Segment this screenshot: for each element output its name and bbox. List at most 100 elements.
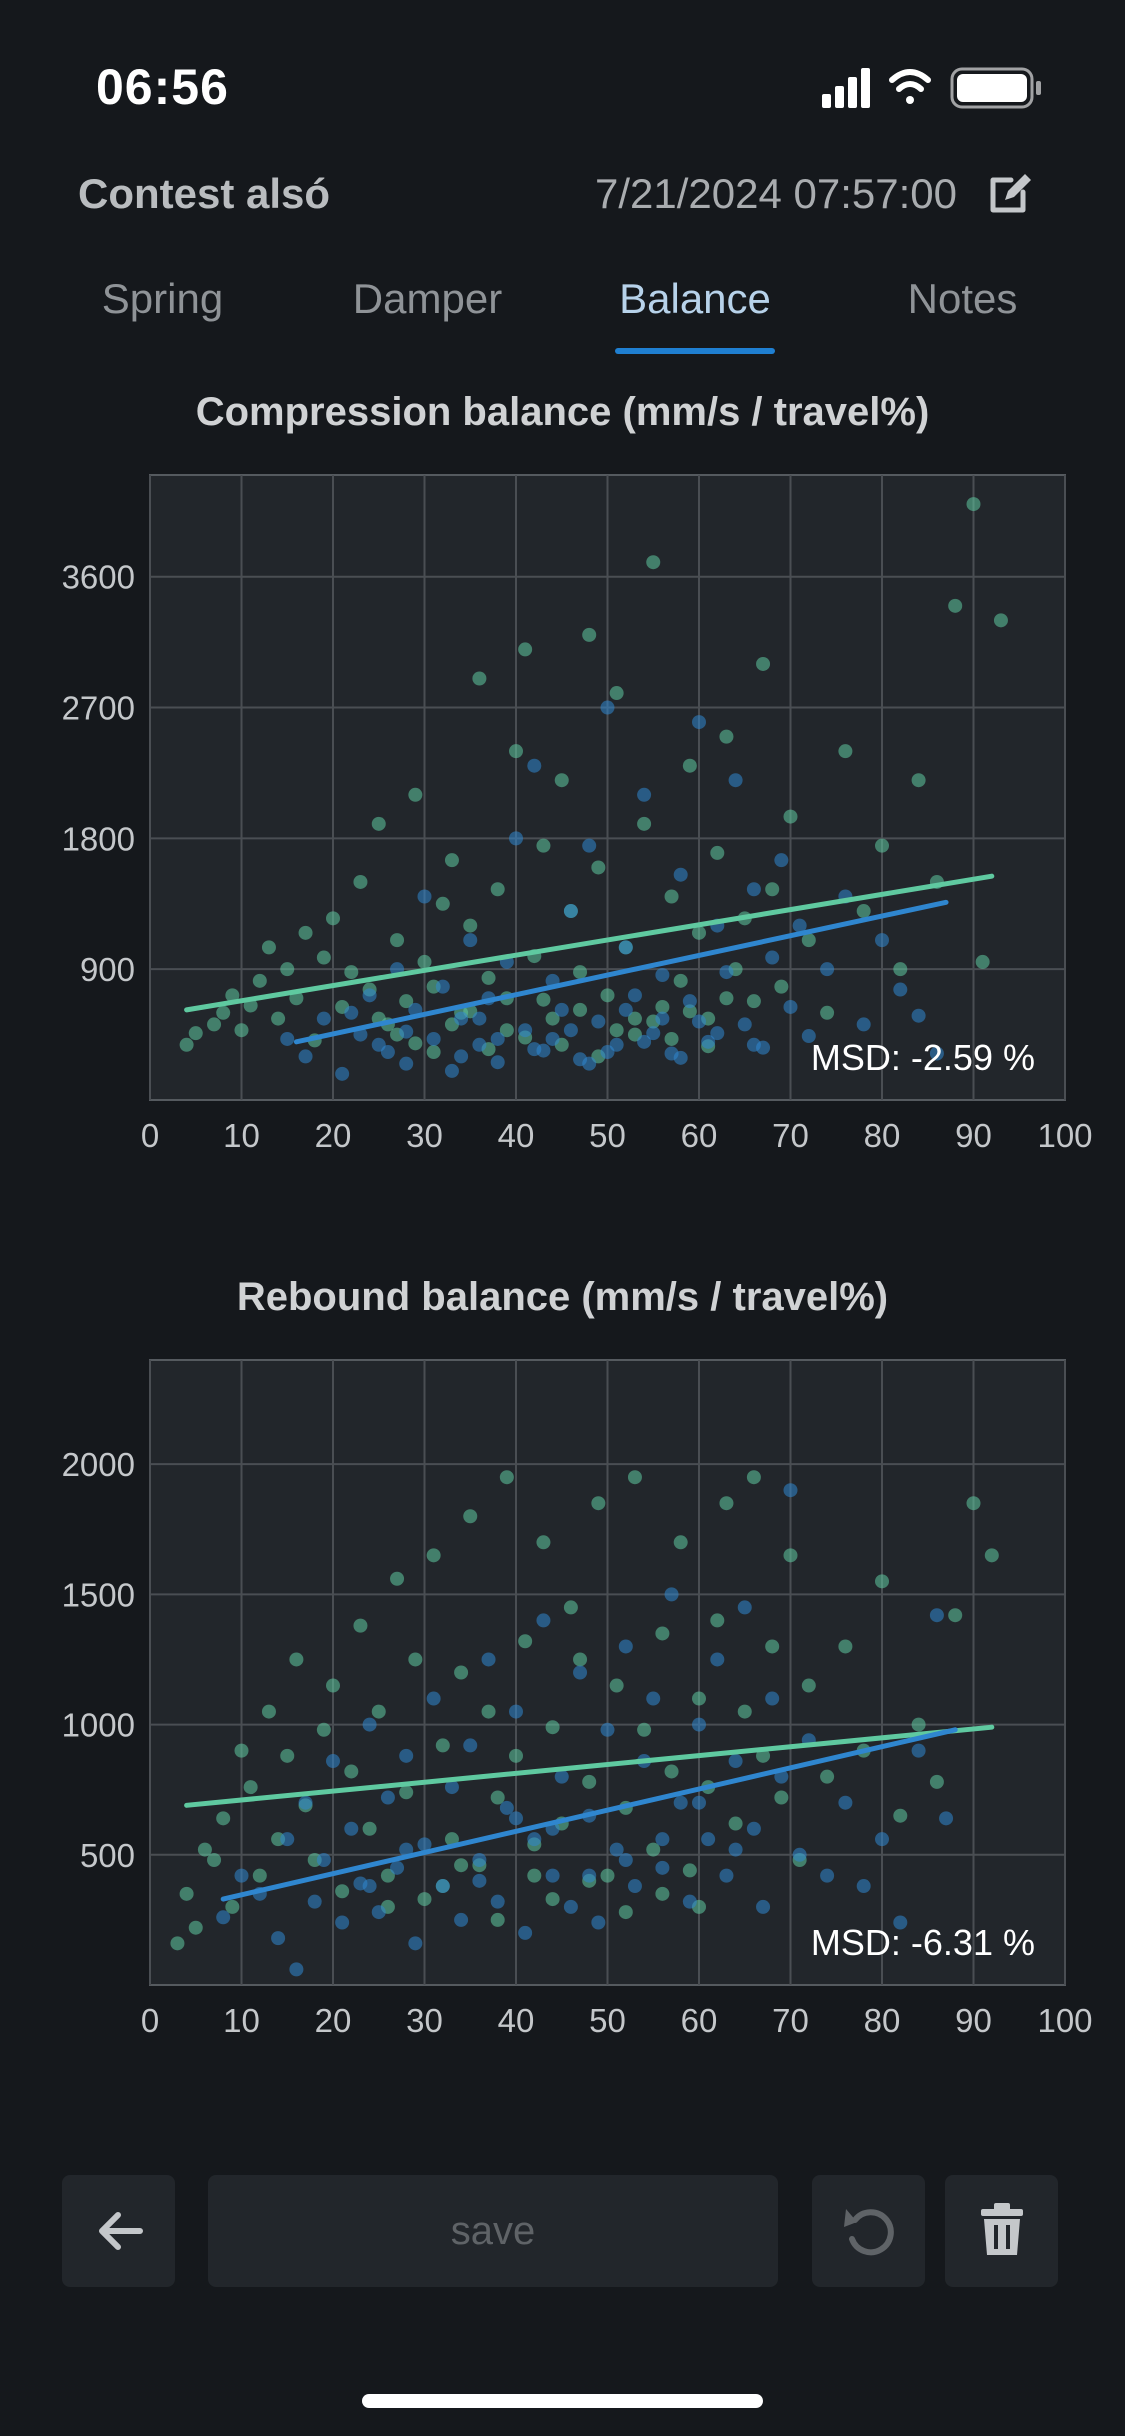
compression-balance-chart: 0 10 20 30 40 50 60 70 80 90 100 900 1800 2700 3600 MSD… xyxy=(62,474,1093,1154)
data-point xyxy=(399,1842,414,1857)
data-point xyxy=(252,1868,267,1883)
data-point xyxy=(637,1034,652,1049)
data-point xyxy=(362,1879,377,1894)
tab-damper[interactable]: Damper xyxy=(352,275,503,322)
data-point xyxy=(399,994,414,1009)
data-point xyxy=(655,1832,670,1847)
tab-spring[interactable]: Spring xyxy=(101,275,224,322)
data-point xyxy=(481,970,496,985)
data-point xyxy=(481,1652,496,1667)
data-point xyxy=(591,860,606,875)
data-point xyxy=(435,896,450,911)
data-point xyxy=(746,994,761,1009)
x-tick-label: 10 xyxy=(223,1117,260,1154)
data-point xyxy=(783,809,798,824)
data-point xyxy=(728,1816,743,1831)
edit-icon[interactable] xyxy=(985,168,1035,218)
data-point xyxy=(765,1639,780,1654)
data-point xyxy=(984,1548,999,1563)
data-point xyxy=(408,1036,423,1051)
data-point xyxy=(655,1860,670,1875)
data-point xyxy=(509,1811,523,1826)
save-button[interactable]: save xyxy=(208,2175,778,2287)
data-point xyxy=(280,962,295,977)
data-point xyxy=(307,1894,322,1909)
undo-icon xyxy=(844,2209,894,2256)
data-point xyxy=(335,1915,350,1930)
data-point xyxy=(618,1905,633,1920)
data-point xyxy=(746,1470,761,1485)
data-point xyxy=(893,1915,908,1930)
status-icons xyxy=(822,67,1041,109)
x-tick-label: 100 xyxy=(1037,2002,1092,2039)
y-tick-label: 1800 xyxy=(62,820,135,857)
data-point xyxy=(216,1811,231,1826)
data-point xyxy=(563,1899,578,1914)
data-point xyxy=(618,1853,633,1867)
signal-icon xyxy=(822,68,870,108)
data-point xyxy=(710,1026,725,1041)
data-point xyxy=(929,1774,944,1789)
data-point xyxy=(746,1037,761,1052)
data-point xyxy=(591,1496,606,1511)
data-point xyxy=(362,988,377,1003)
data-point xyxy=(463,918,478,933)
x-tick-label: 70 xyxy=(772,2002,809,2039)
data-point xyxy=(435,1738,450,1753)
msd-annotation: MSD: -6.31 % xyxy=(811,1922,1035,1963)
home-indicator xyxy=(362,2394,763,2408)
data-point xyxy=(417,1837,432,1852)
data-point xyxy=(682,1004,697,1019)
data-point xyxy=(298,925,313,940)
data-point xyxy=(490,1894,505,1909)
data-point xyxy=(801,1678,816,1693)
data-point xyxy=(490,1912,505,1927)
x-tick-label: 0 xyxy=(141,2002,159,2039)
tab-balance[interactable]: Balance xyxy=(619,275,771,322)
data-point xyxy=(765,882,780,897)
delete-button[interactable] xyxy=(945,2175,1058,2287)
data-point xyxy=(545,1031,560,1046)
data-point xyxy=(875,838,889,853)
x-tick-label: 80 xyxy=(864,1117,901,1154)
data-point xyxy=(234,1023,249,1038)
data-point xyxy=(911,1008,926,1023)
data-point xyxy=(380,1868,395,1883)
data-point xyxy=(774,979,789,994)
data-point xyxy=(692,1717,706,1732)
data-point xyxy=(792,918,807,933)
data-point xyxy=(673,867,688,882)
data-point xyxy=(536,1613,551,1628)
tab-notes[interactable]: Notes xyxy=(907,275,1018,322)
data-point xyxy=(573,1665,588,1680)
data-point xyxy=(344,1764,359,1779)
data-point xyxy=(682,1894,697,1909)
save-button-label: save xyxy=(450,2209,536,2253)
data-point xyxy=(618,1002,633,1017)
data-point xyxy=(335,1884,350,1899)
data-point xyxy=(499,1800,514,1815)
data-point xyxy=(326,911,340,926)
data-point xyxy=(472,1853,487,1867)
x-tick-label: 30 xyxy=(406,1117,443,1154)
back-button[interactable] xyxy=(62,2175,175,2287)
data-point xyxy=(939,1811,954,1826)
x-tick-label: 30 xyxy=(406,2002,443,2039)
data-point xyxy=(728,1842,743,1857)
data-point xyxy=(545,1868,560,1883)
data-point xyxy=(838,1639,853,1654)
data-point xyxy=(728,773,743,788)
data-point xyxy=(692,715,706,730)
data-point xyxy=(499,1470,514,1485)
data-point xyxy=(573,1652,588,1667)
x-tick-label: 90 xyxy=(955,2002,992,2039)
data-point xyxy=(490,1790,505,1805)
data-point xyxy=(316,1722,331,1737)
data-point xyxy=(225,1899,240,1914)
reset-button[interactable] xyxy=(812,2175,925,2287)
data-point xyxy=(371,1905,386,1920)
data-point xyxy=(399,1785,414,1800)
data-point xyxy=(536,992,551,1007)
data-point xyxy=(326,1678,340,1693)
data-point xyxy=(490,1055,505,1070)
